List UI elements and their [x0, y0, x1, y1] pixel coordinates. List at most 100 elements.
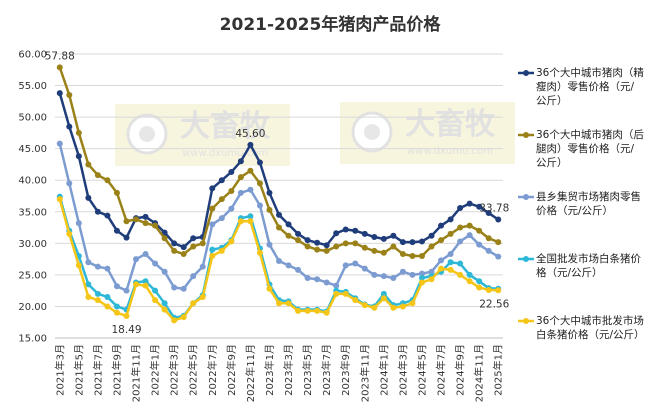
data-point: [447, 259, 454, 266]
x-tick-label: 2024年9月: [454, 344, 467, 396]
data-point: [75, 153, 82, 160]
data-point: [171, 240, 178, 247]
data-point: [304, 307, 311, 314]
data-point: [94, 290, 101, 297]
legend-label: 县乡集贸市场猪肉零售价格（元/公斤）: [536, 191, 641, 217]
data-point: [113, 189, 120, 196]
data-point: [361, 265, 368, 272]
data-point: [466, 278, 473, 285]
data-point: [66, 180, 73, 187]
data-point: [466, 232, 473, 239]
data-point: [142, 278, 149, 285]
data-point: [190, 235, 197, 242]
data-point: [256, 202, 263, 209]
data-point: [94, 208, 101, 215]
data-point: [285, 262, 292, 269]
y-tick-label: 35.00: [18, 207, 47, 218]
data-point: [94, 172, 101, 179]
x-tick-label: 2023年1月: [263, 344, 276, 396]
data-point: [295, 266, 302, 273]
data-point: [399, 268, 406, 275]
data-point: [342, 240, 349, 247]
data-point: [237, 174, 244, 181]
data-point: [56, 140, 63, 147]
x-tick-label: 2022年3月: [168, 344, 181, 396]
x-tick-label: 2023年11月: [358, 344, 371, 402]
data-point: [285, 221, 292, 228]
data-point: [485, 287, 492, 294]
data-point: [104, 303, 111, 310]
x-tick-label: 2021年9月: [110, 344, 123, 396]
data-point: [247, 167, 254, 174]
data-point: [276, 300, 282, 307]
x-tick-label: 2024年5月: [415, 344, 428, 396]
data-point: [104, 212, 111, 219]
data-point: [237, 158, 244, 165]
data-point: [75, 129, 82, 136]
x-tick-label: 2021年7月: [91, 344, 104, 396]
data-point: [256, 180, 263, 187]
data-point: [133, 256, 140, 263]
data-point: [237, 218, 244, 225]
data-point: [380, 290, 387, 297]
legend-dot: [523, 318, 529, 324]
data-point: [361, 302, 368, 309]
x-tick-label: 2022年9月: [225, 344, 238, 396]
data-point: [447, 216, 454, 223]
x-tick-label: 2021年5月: [72, 344, 85, 396]
data-point: [218, 177, 225, 184]
data-point: [190, 243, 197, 250]
data-point: [190, 300, 197, 307]
data-point: [409, 300, 416, 307]
data-point: [171, 317, 178, 324]
data-point: [266, 285, 273, 292]
data-point: [323, 247, 330, 254]
x-tick-label: 2022年7月: [206, 344, 219, 396]
data-point: [161, 300, 168, 307]
data-point: [56, 196, 63, 203]
y-tick-label: 55.00: [18, 81, 47, 92]
data-point: [476, 241, 483, 248]
data-point: [75, 262, 82, 269]
data-point: [352, 240, 359, 247]
data-point: [399, 239, 406, 246]
watermark-logo-dot: [364, 124, 380, 140]
legend-entry: 县乡集贸市场猪肉零售价格（元/公斤）: [518, 190, 644, 252]
data-point: [180, 285, 187, 292]
data-point: [266, 189, 273, 196]
data-point: [495, 239, 502, 246]
y-tick-label: 30.00: [18, 239, 47, 250]
x-tick-label: 2021年3月: [53, 344, 66, 396]
data-point: [218, 247, 225, 254]
data-point: [428, 232, 435, 239]
data-label: 45.60: [235, 128, 265, 140]
y-tick-label: 50.00: [18, 113, 47, 124]
data-point: [476, 203, 483, 210]
data-point: [85, 161, 92, 168]
watermark: 大畜牧 www.dxumu.com: [340, 102, 515, 164]
y-tick-label: 20.00: [18, 302, 47, 313]
data-point: [152, 297, 159, 304]
data-point: [123, 218, 130, 225]
y-tick-label: 45.00: [18, 144, 47, 155]
data-point: [247, 218, 254, 225]
data-point: [180, 251, 187, 258]
data-point: [476, 284, 483, 291]
data-point: [113, 227, 120, 234]
data-point: [85, 259, 92, 266]
x-tick-label: 2022年1月: [149, 344, 162, 396]
data-point: [457, 204, 464, 211]
data-point: [218, 215, 225, 222]
legend-dot: [523, 132, 529, 138]
data-point: [466, 200, 473, 207]
legend-marker: [518, 132, 534, 138]
data-point: [418, 279, 425, 286]
data-point: [352, 297, 359, 304]
x-tick-label: 2021年11月: [130, 344, 143, 402]
data-point: [113, 303, 120, 310]
data-point: [447, 251, 454, 258]
data-point: [209, 221, 216, 228]
data-point: [228, 187, 235, 194]
data-label: 57.88: [45, 50, 75, 62]
data-point: [133, 216, 140, 223]
